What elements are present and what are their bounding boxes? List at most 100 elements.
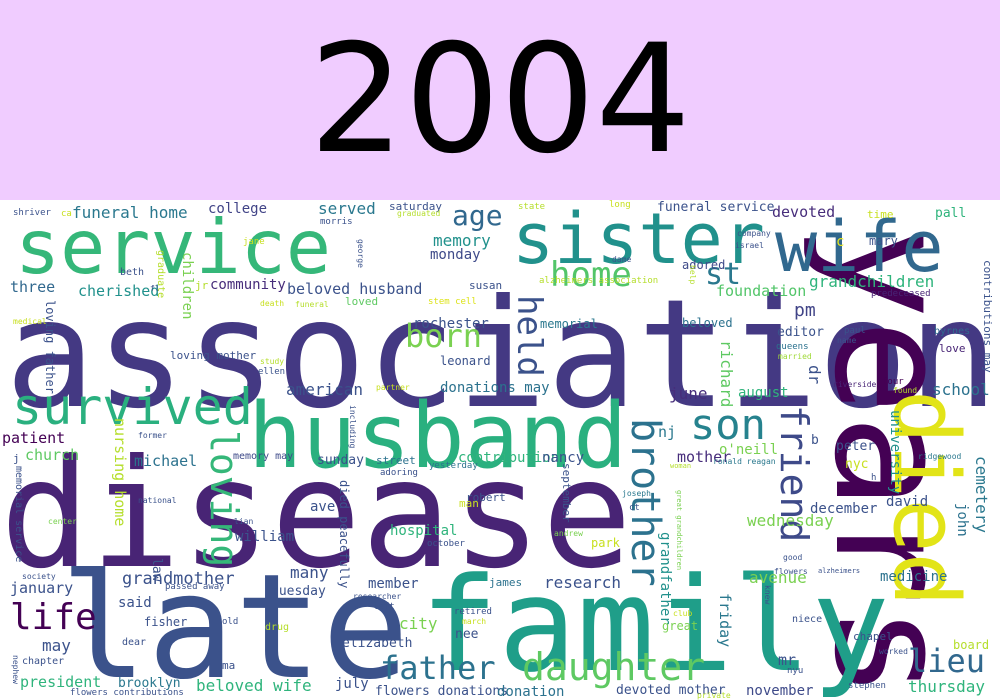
word-church: church — [25, 446, 80, 464]
word-contributions-may: contributions may — [981, 260, 994, 373]
word-long: long — [609, 200, 631, 210]
word-late: late — [60, 543, 410, 700]
word-patient: patient — [2, 429, 66, 447]
word-riverside: riverside — [833, 380, 877, 389]
word-c: c — [836, 234, 845, 250]
word-avenue: avenue — [749, 568, 807, 587]
word-mother: mother — [677, 448, 732, 466]
word-loving-father: loving father — [43, 300, 57, 394]
word-funeral-home: funeral home — [72, 203, 188, 222]
word-death: death — [260, 299, 285, 308]
word-alzheimers: alzheimers — [818, 567, 861, 575]
word-family: family — [420, 549, 890, 700]
word-ellen: ellen — [258, 367, 286, 377]
word-held: held — [509, 295, 549, 377]
word-home: home — [550, 255, 632, 295]
word-fisher: fisher — [144, 615, 188, 629]
word-susan: susan — [469, 279, 503, 292]
word-september: september — [560, 463, 573, 523]
word-woman: woman — [670, 462, 692, 470]
word-chapter: chapter — [22, 656, 65, 667]
word-george: george — [356, 239, 365, 268]
word-national: national — [138, 496, 177, 505]
word-law: law — [149, 558, 164, 582]
word-alzheimers-association: alzheimers association — [539, 276, 659, 286]
word-august: august — [738, 385, 789, 401]
word-worked: worked — [879, 647, 908, 656]
word-nyu: nyu — [787, 666, 804, 676]
word-daughter: daughter — [522, 645, 706, 689]
word-january: january — [10, 579, 74, 597]
word-donation: donation — [497, 684, 565, 700]
word-h: h — [871, 473, 877, 483]
word-wednesday: wednesday — [747, 511, 834, 530]
word-contributions: contributions — [458, 450, 568, 466]
word-researcher: researcher — [353, 592, 402, 601]
word-december: december — [810, 501, 878, 517]
word-died-peacefully: died peacefully — [337, 480, 351, 589]
word-ave: ave — [310, 499, 336, 515]
word-passed-away: passed away — [165, 582, 225, 592]
word-partner: partner — [376, 383, 410, 392]
word-loving-mother: loving mother — [170, 349, 257, 362]
word-loved: loved — [345, 295, 379, 308]
word-andrew: andrew — [554, 529, 583, 538]
word-street: street — [376, 454, 416, 467]
word-flowers: flowers — [774, 567, 808, 576]
word-name: name — [837, 336, 857, 345]
word-found: found — [893, 386, 918, 395]
word-memorial-service: memorial service — [13, 466, 24, 563]
word-city: city — [399, 614, 438, 633]
word-center: center — [48, 517, 77, 526]
word-ct: ct — [629, 503, 640, 513]
title-banner: 2004 — [0, 0, 1000, 200]
word-husband: husband — [248, 384, 628, 489]
word-stephen: stephen — [848, 681, 886, 691]
word-cemetery: cemetery — [972, 456, 991, 534]
word-queens: queens — [776, 342, 809, 352]
word-society: society — [22, 572, 56, 581]
word-said: said — [118, 595, 152, 611]
word-age: age — [452, 200, 503, 232]
word-flowers-contributions: flowers contributions — [70, 688, 184, 698]
word-wife: wife — [775, 206, 944, 288]
word-july: july — [335, 676, 369, 692]
word-nj: nj — [658, 423, 677, 441]
word-cloud: disease association years late family husband… — [0, 200, 1000, 700]
word-university: university — [887, 410, 903, 495]
word-beloved-wife: beloved wife — [196, 676, 312, 695]
word-community: community — [210, 277, 286, 293]
word-june: june — [669, 384, 708, 403]
word-many: many — [290, 563, 329, 582]
word-elizabeth: elizabeth — [342, 636, 413, 651]
word-former: former — [138, 431, 167, 440]
word-school: school — [932, 380, 990, 399]
word-rochester: rochester — [413, 316, 489, 332]
word-pall: pall — [935, 206, 967, 221]
word-survived: survived — [12, 378, 253, 436]
word-october: october — [427, 539, 465, 549]
word-j: j — [13, 452, 20, 465]
word-fl: fl — [150, 284, 160, 293]
word-beth: beth — [120, 267, 145, 278]
word-born: born — [405, 317, 483, 355]
word-nee: nee — [455, 627, 479, 642]
word-life: life — [10, 597, 97, 638]
word-son: son — [690, 400, 766, 449]
word-morris: morris — [320, 217, 353, 227]
word-jane: jane — [243, 237, 265, 247]
word-james: james — [489, 576, 523, 589]
word-served: served — [318, 200, 376, 218]
word-funeral-service: funeral service — [657, 200, 775, 215]
word-park: park — [591, 536, 620, 550]
word-november: november — [746, 683, 814, 699]
word-college: college — [208, 201, 268, 217]
word-nancy: nancy — [542, 450, 585, 466]
word-disease: disease — [0, 428, 633, 602]
word-israel: israel — [735, 241, 764, 250]
word-drug: drug — [265, 622, 290, 633]
word-st: st — [705, 257, 742, 292]
word-board: board — [953, 638, 990, 652]
word-dame: dame — [612, 255, 632, 264]
word-member: member — [368, 576, 419, 592]
